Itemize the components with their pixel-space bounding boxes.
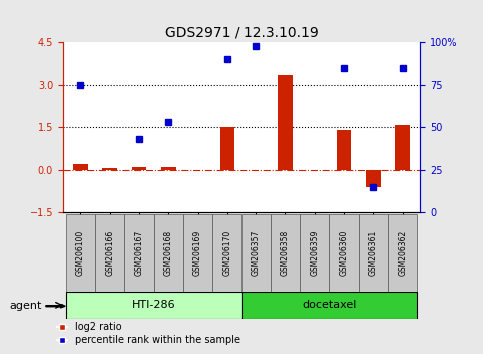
Bar: [242, 214, 271, 292]
Bar: [242, 292, 417, 319]
Text: GSM206166: GSM206166: [105, 230, 114, 276]
Text: GSM206167: GSM206167: [134, 230, 143, 276]
Bar: [337, 130, 351, 170]
Title: GDS2971 / 12.3.10.19: GDS2971 / 12.3.10.19: [165, 26, 318, 40]
Text: GSM206100: GSM206100: [76, 230, 85, 276]
Bar: [73, 164, 88, 170]
Text: GSM206360: GSM206360: [340, 230, 349, 276]
Bar: [102, 168, 117, 170]
Bar: [66, 292, 242, 319]
Text: GSM206361: GSM206361: [369, 230, 378, 276]
Bar: [278, 75, 293, 170]
Text: GSM206357: GSM206357: [252, 230, 261, 276]
Bar: [359, 214, 388, 292]
Bar: [212, 214, 242, 292]
Text: GSM206170: GSM206170: [222, 230, 231, 276]
Bar: [154, 214, 183, 292]
Bar: [124, 214, 154, 292]
Bar: [161, 167, 176, 170]
Bar: [220, 127, 234, 170]
Bar: [271, 214, 300, 292]
Bar: [132, 167, 146, 170]
Text: GSM206362: GSM206362: [398, 230, 407, 276]
Text: HTI-286: HTI-286: [132, 300, 175, 310]
Bar: [66, 214, 95, 292]
Text: GSM206169: GSM206169: [193, 230, 202, 276]
Legend: log2 ratio, percentile rank within the sample: log2 ratio, percentile rank within the s…: [53, 319, 243, 349]
Bar: [366, 170, 381, 188]
Bar: [329, 214, 359, 292]
Bar: [95, 214, 124, 292]
Bar: [300, 214, 329, 292]
Bar: [395, 125, 410, 170]
Bar: [183, 214, 212, 292]
Text: GSM206359: GSM206359: [310, 230, 319, 276]
Text: docetaxel: docetaxel: [302, 300, 356, 310]
Text: GSM206358: GSM206358: [281, 230, 290, 276]
Bar: [388, 214, 417, 292]
Text: GSM206168: GSM206168: [164, 230, 173, 276]
Text: agent: agent: [10, 301, 42, 311]
